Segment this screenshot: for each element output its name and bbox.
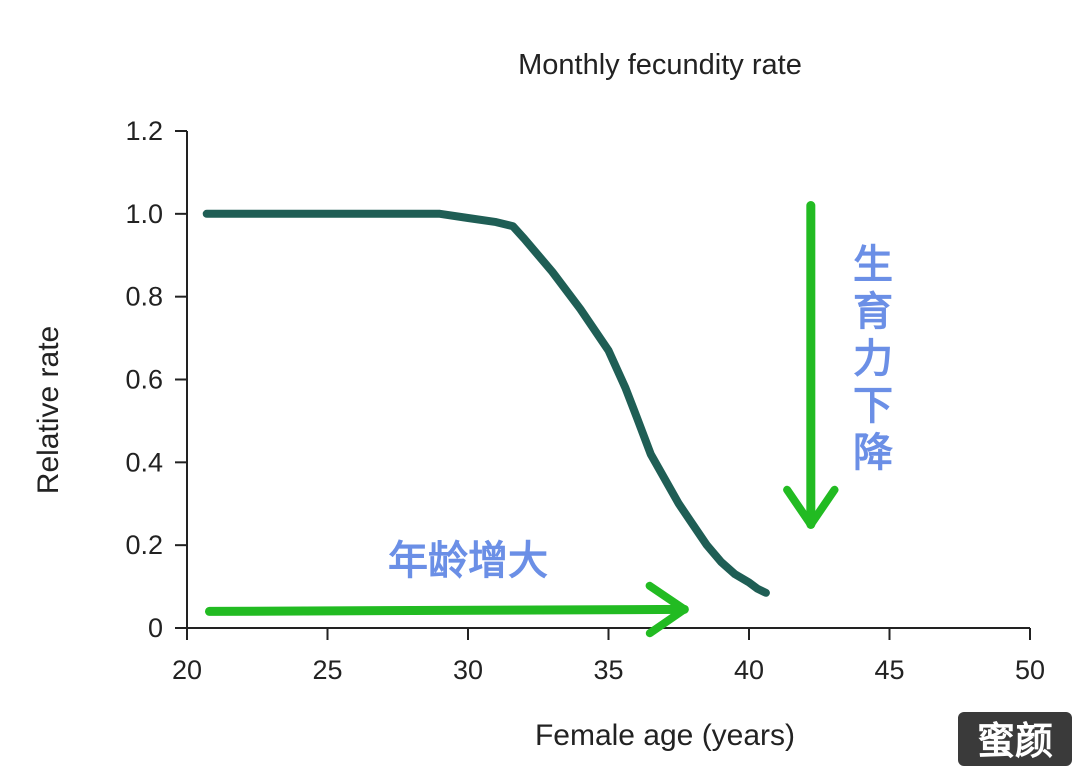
series-layer [202, 209, 770, 597]
y-tick-label: 1.2 [125, 116, 163, 146]
x-tick-label: 25 [312, 655, 342, 685]
y-axis-title: Relative rate [32, 326, 65, 494]
annotation-arrow-head [783, 485, 839, 529]
annotation-layer: 年龄增大 生育力下降 [204, 201, 893, 638]
series-line [202, 209, 770, 597]
x-tick-label: 40 [734, 655, 764, 685]
x-tick-label: 30 [453, 655, 483, 685]
x-axis-title: Female age (years) [535, 719, 795, 752]
fertility-decline-label: 生育力下降 [853, 242, 893, 476]
y-tick-label: 0 [148, 613, 163, 643]
chart-title: Monthly fecundity rate [518, 49, 802, 81]
x-ticks: 20 25 30 35 40 45 50 [172, 628, 1045, 685]
age-increase-label: 年龄增大 [388, 538, 548, 584]
y-tick-label: 0.4 [125, 447, 163, 477]
watermark: 蜜颜 [958, 712, 1072, 766]
y-tick-label: 0.6 [125, 365, 163, 395]
y-tick-label: 0.2 [125, 530, 163, 560]
annotation-arrow-shaft [204, 604, 689, 616]
y-tick-label: 0.8 [125, 282, 163, 312]
x-tick-label: 45 [874, 655, 904, 685]
watermark-text: 蜜颜 [977, 719, 1053, 763]
x-tick-label: 35 [593, 655, 623, 685]
axes [186, 131, 1030, 629]
annotation-arrow-head [645, 581, 689, 638]
watermark-box [958, 712, 1072, 766]
x-tick-label: 50 [1015, 655, 1045, 685]
y-tick-label: 1.0 [125, 199, 163, 229]
x-tick-label: 20 [172, 655, 202, 685]
y-ticks: 0 0.2 0.4 0.6 0.8 1.0 1.2 [125, 116, 187, 643]
